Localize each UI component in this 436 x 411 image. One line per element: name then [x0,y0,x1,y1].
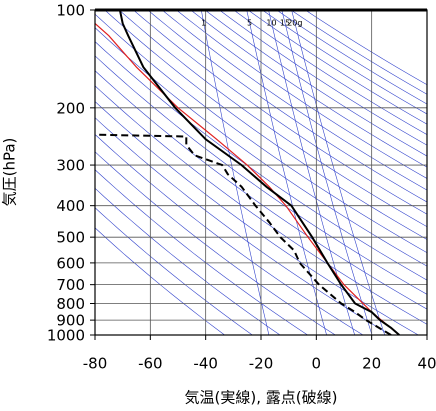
mixing-ratio-label: 5 [247,19,252,28]
dry-adiabat [95,117,391,335]
x-tick-label: -40 [193,355,218,373]
profiles [95,10,400,335]
dewpoint-line [95,133,392,335]
y-tick-label: 100 [56,2,85,20]
dry-adiabat [95,55,427,295]
background-lines [95,10,427,335]
dry-adiabat [95,207,253,335]
dry-adiabat [95,13,427,254]
dry-adiabat [190,10,427,168]
dry-adiabat [276,10,427,105]
mixing-ratio-label: 15 [280,19,290,28]
y-tick-label: 300 [56,157,85,175]
mixing-ratio-label: 10 [266,19,276,28]
x-tick-label: 0 [312,355,322,373]
dry-adiabat [95,227,225,335]
dry-adiabat [133,10,427,215]
mixing-ratio-line [201,10,270,335]
dry-adiabat [95,187,281,335]
mixing-ratio-label: 1 [201,19,206,28]
y-tick-label: 200 [56,99,85,117]
temperature-line [118,10,400,335]
dry-adiabat [95,134,364,335]
x-tick-label: 20 [362,355,381,373]
dry-adiabat [95,169,308,335]
y-tick-label: 400 [56,197,85,215]
y-tick-label: 900 [56,312,85,330]
y-tick-label: 700 [56,276,85,294]
x-axis-title: 気温(実線), 露点(破線) [185,389,338,407]
mixing-ratio-label: 20g [287,19,302,28]
y-tick-label: 600 [56,254,85,272]
dry-adiabat [95,70,427,310]
dry-adiabat [247,10,427,125]
dry-adiabat [147,10,427,203]
dry-adiabat [118,10,427,228]
y-tick-label: 800 [56,295,85,313]
x-tick-label: -60 [138,355,163,373]
y-axis-title: 気圧(hPa) [1,138,19,207]
temperature-line [95,23,400,335]
dry-adiabat [262,10,427,115]
x-tick-label: -20 [249,355,274,373]
x-tick-label: -80 [83,355,108,373]
dry-adiabat [176,10,427,179]
y-tick-label: 1000 [47,327,85,345]
dry-adiabat [290,10,427,95]
dry-adiabat [305,10,427,86]
mixing-ratio-line [281,10,373,335]
dry-adiabat [161,10,427,191]
y-tick-label: 500 [56,229,85,247]
dry-adiabat [233,10,427,135]
dry-adiabat [204,10,427,157]
dry-adiabat [95,85,427,325]
dry-adiabat [219,10,427,146]
dry-adiabat [95,27,427,267]
dry-adiabat [95,41,427,281]
dry-adiabat [95,101,419,335]
mixing-ratio-line [291,10,385,335]
dry-adiabat [104,10,427,240]
x-tick-label: 40 [417,355,436,373]
mixing-ratio-line [246,10,327,335]
dry-adiabat [95,151,336,335]
